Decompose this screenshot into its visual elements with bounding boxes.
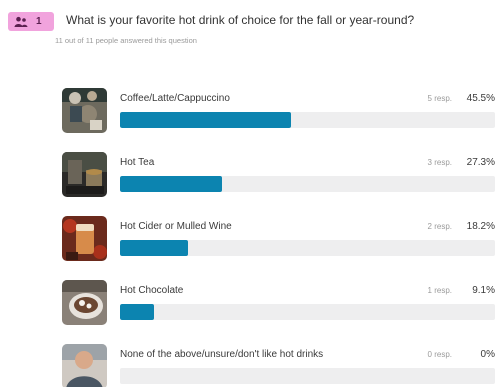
option-label: Hot Cider or Mulled Wine [120,221,232,232]
option-bar-track [120,176,495,192]
poll-option: Hot Chocolate 1 resp. 9.1% [62,280,495,328]
question-header: 1 What is your favorite hot drink of cho… [8,8,488,48]
option-label: Hot Chocolate [120,285,184,296]
coffee-photo-icon [62,88,107,133]
tea-photo-icon [62,152,107,197]
option-bar-track [120,112,495,128]
poll-option: Hot Tea 3 resp. 27.3% [62,152,495,200]
question-number: 1 [36,16,42,27]
option-bar-fill [120,240,189,256]
option-label: Hot Tea [120,157,155,168]
option-percent: 45.5% [466,93,495,104]
option-bar-fill [120,112,291,128]
option-bar-fill [120,304,155,320]
option-bar-fill [120,176,223,192]
poll-option: None of the above/unsure/don't like hot … [62,344,495,387]
option-response-count: 5 resp. [427,94,452,103]
option-response-count: 2 resp. [427,222,452,231]
users-icon [14,16,28,27]
person-photo-icon [62,344,107,387]
option-label: Coffee/Latte/Cappuccino [120,93,230,104]
question-badge: 1 [8,12,54,31]
option-percent: 9.1% [472,285,495,296]
option-response-count: 0 resp. [427,350,452,359]
poll-option: Hot Cider or Mulled Wine 2 resp. 18.2% [62,216,495,264]
option-response-count: 1 resp. [427,286,452,295]
option-label: None of the above/unsure/don't like hot … [120,349,324,360]
option-percent: 27.3% [466,157,495,168]
hot-chocolate-photo-icon [62,280,107,325]
option-percent: 18.2% [466,221,495,232]
poll-option: Coffee/Latte/Cappuccino 5 resp. 45.5% [62,88,495,136]
option-bar-track [120,240,495,256]
answered-count: 11 out of 11 people answered this questi… [55,36,197,45]
cider-photo-icon [62,216,107,261]
option-response-count: 3 resp. [427,158,452,167]
question-title: What is your favorite hot drink of choic… [66,13,415,27]
option-bar-track [120,304,495,320]
option-bar-track [120,368,495,384]
option-percent: 0% [480,349,495,360]
